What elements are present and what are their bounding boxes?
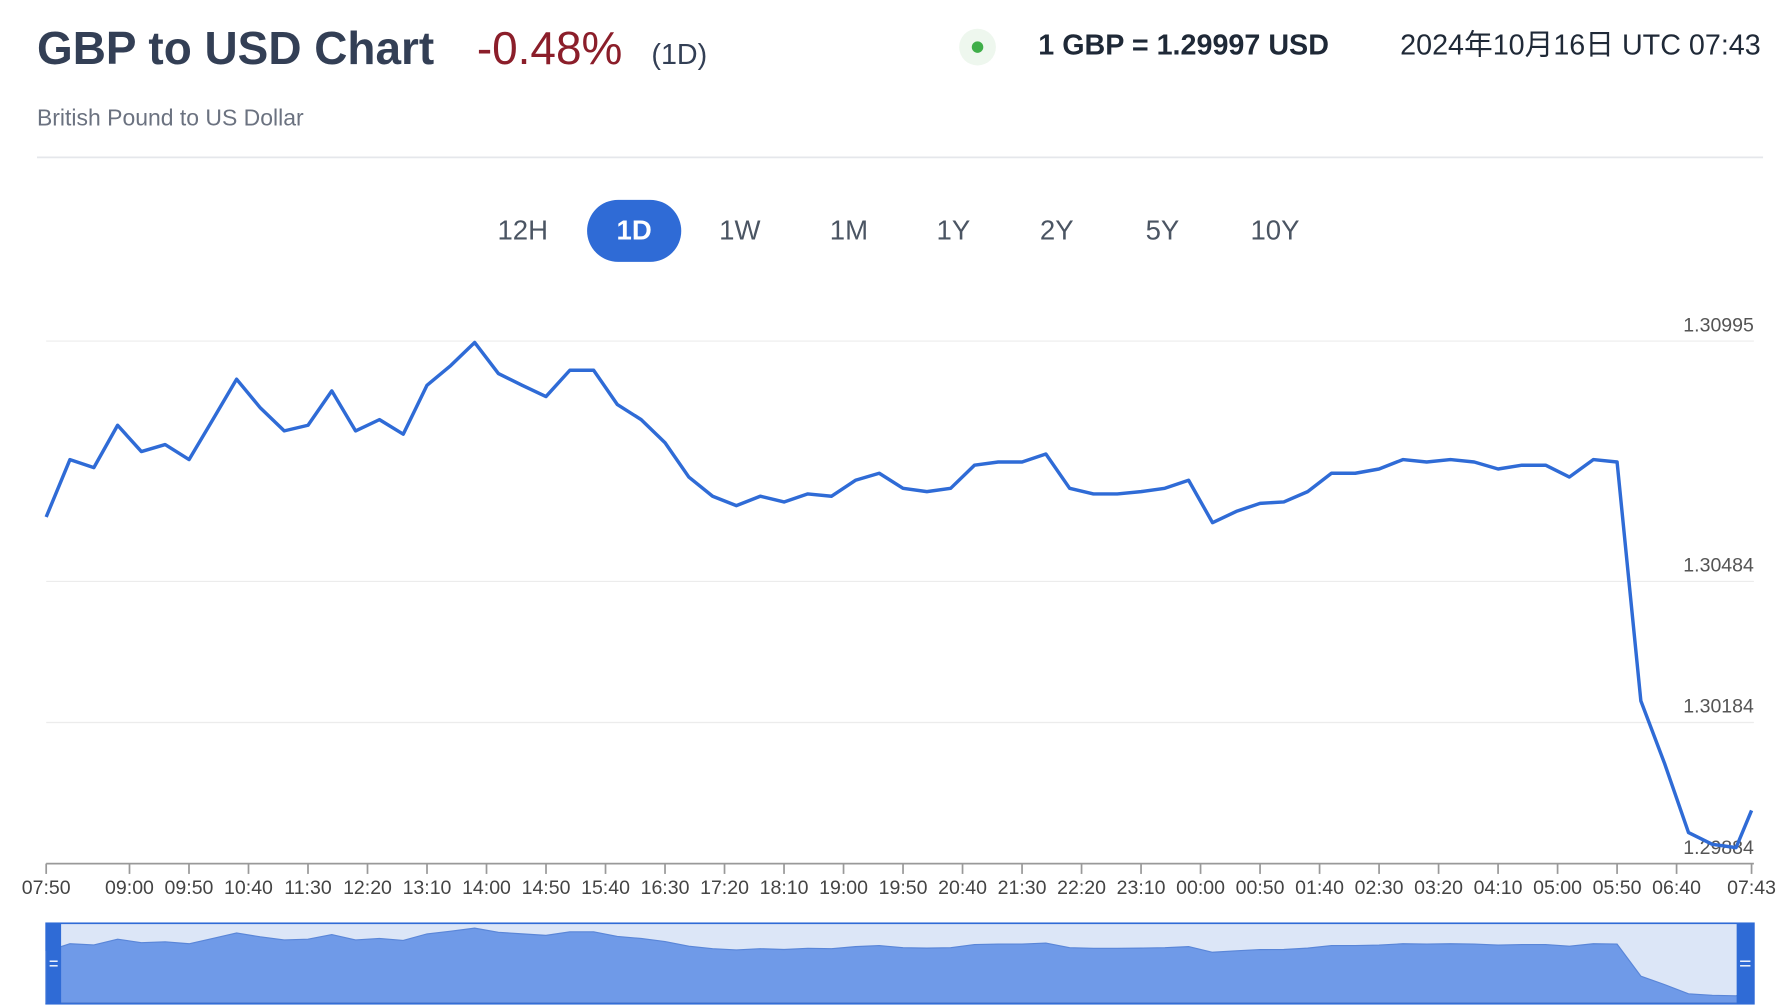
x-tick-label: 19:00 xyxy=(819,877,868,899)
x-tick-label: 14:00 xyxy=(462,877,511,899)
period: (1D) xyxy=(651,39,707,71)
x-tick-label: 05:00 xyxy=(1533,877,1582,899)
range-button[interactable]: 1D xyxy=(617,214,652,245)
x-tick-label: 22:20 xyxy=(1057,877,1106,899)
x-tick-label: 23:10 xyxy=(1117,877,1166,899)
x-tick-label: 20:40 xyxy=(938,877,987,899)
x-tick-label: 04:10 xyxy=(1474,877,1523,899)
range-button[interactable]: 1W xyxy=(719,214,760,245)
timestamp: 2024年10月16日 UTC 07:43 xyxy=(1400,30,1761,62)
x-tick-label: 00:00 xyxy=(1176,877,1225,899)
x-tick-label: 05:50 xyxy=(1593,877,1642,899)
x-tick-label: 02:30 xyxy=(1355,877,1404,899)
chart-title: GBP to USD Chart xyxy=(37,22,434,74)
range-button[interactable]: 1M xyxy=(830,214,868,245)
range-button[interactable]: 2Y xyxy=(1040,214,1074,245)
range-button[interactable]: 12H xyxy=(497,214,548,245)
range-button[interactable]: 5Y xyxy=(1146,214,1180,245)
price-line xyxy=(44,340,1754,850)
quote: 1 GBP = 1.29997 USD xyxy=(1038,30,1329,62)
navigator-area xyxy=(45,927,1753,1004)
x-tick-label: 19:50 xyxy=(879,877,928,899)
range-button[interactable]: 1Y xyxy=(937,214,971,245)
x-tick-label: 16:30 xyxy=(641,877,690,899)
x-tick-label: 09:00 xyxy=(105,877,154,899)
range-button-bg[interactable] xyxy=(587,199,682,262)
y-tick-label: 1.30484 xyxy=(1683,555,1754,577)
x-tick-label: 07:50 xyxy=(22,877,71,899)
x-tick-label: 21:30 xyxy=(998,877,1047,899)
navigator-handle[interactable] xyxy=(46,923,62,1004)
x-tick-label: 15:40 xyxy=(581,877,630,899)
range-button[interactable]: 10Y xyxy=(1250,214,1299,245)
subtitle: British Pound to US Dollar xyxy=(37,104,304,130)
x-tick-label: 06:40 xyxy=(1652,877,1701,899)
y-tick-label: 1.30995 xyxy=(1683,314,1754,336)
live-dot xyxy=(971,41,984,53)
x-tick-label: 18:10 xyxy=(760,877,809,899)
y-tick-label: 1.30184 xyxy=(1683,696,1754,718)
x-tick-label: 12:20 xyxy=(343,877,392,899)
x-tick-label: 00:50 xyxy=(1236,877,1285,899)
x-tick-label: 01:40 xyxy=(1295,877,1344,899)
x-tick-label: 14:50 xyxy=(522,877,571,899)
x-tick-label: 03:20 xyxy=(1414,877,1463,899)
navigator-handle[interactable] xyxy=(1736,923,1754,1004)
y-tick-label: 1.29884 xyxy=(1683,837,1754,859)
x-tick-label: 17:20 xyxy=(700,877,749,899)
x-tick-label: 11:30 xyxy=(284,877,332,899)
x-tick-label: 13:10 xyxy=(403,877,452,899)
x-tick-label: 09:50 xyxy=(165,877,214,899)
change: -0.48% xyxy=(477,22,623,74)
x-tick-label: 10:40 xyxy=(224,877,273,899)
x-tick-label: 07:43 xyxy=(1727,877,1776,899)
